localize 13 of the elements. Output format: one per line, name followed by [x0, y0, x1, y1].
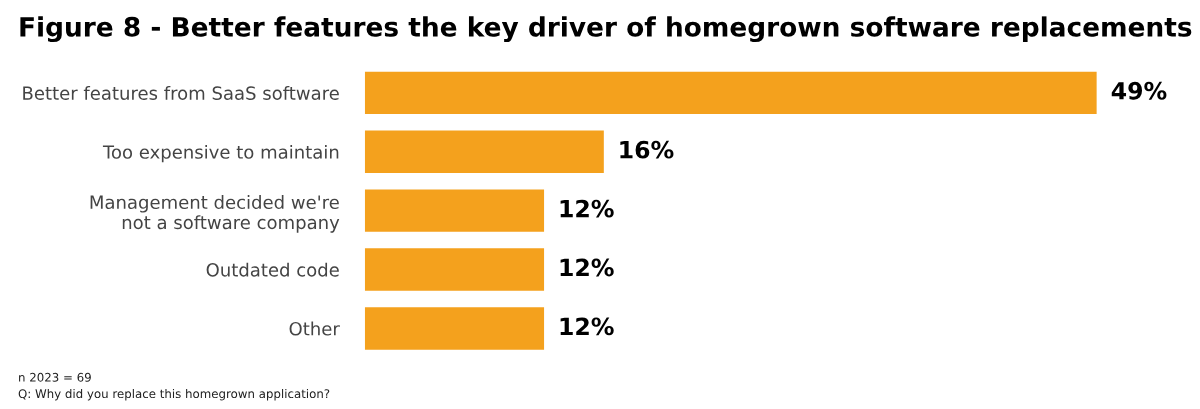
text: Q: Why did you replace this homegrown application? [18, 388, 330, 401]
text: n 2023 = 69 [19, 372, 91, 382]
data-label: 12% [560, 258, 614, 277]
y-tick-label: Management decided we're not a software company [90, 195, 340, 233]
y-tick-label: Too expensive to maintain [102, 144, 339, 163]
data-label: 16% [620, 140, 674, 159]
y-tick-label: Outdated code [206, 262, 339, 277]
y-tick-label: Better features from SaaS software [23, 85, 339, 100]
data-label: 12% [560, 199, 614, 218]
chart-title: Figure 8 - Better features the key driver of homegrown software replacements [20, 16, 1192, 43]
y-tick-label: Other [289, 321, 340, 336]
data-label: 49% [1111, 81, 1167, 100]
data-label: 12% [560, 317, 614, 336]
